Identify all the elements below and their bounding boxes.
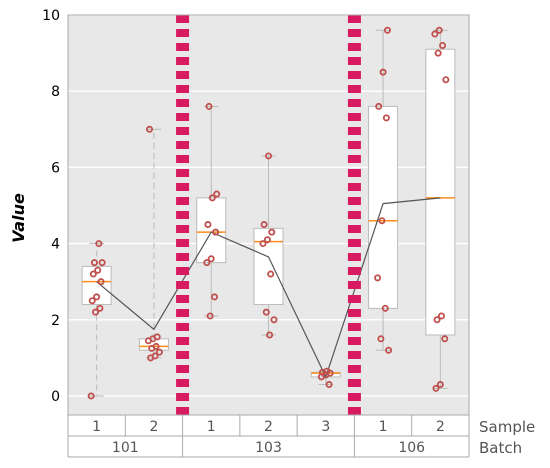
y-tick-label: 10 bbox=[42, 8, 60, 24]
mean-line-layer bbox=[96, 197, 441, 379]
data-point bbox=[208, 194, 216, 202]
data-point bbox=[153, 333, 161, 341]
y-tick-label: 4 bbox=[51, 237, 60, 253]
mean-line bbox=[96, 197, 441, 379]
data-point bbox=[432, 384, 440, 392]
data-point bbox=[379, 68, 387, 76]
data-point bbox=[325, 381, 333, 389]
data-point bbox=[213, 190, 221, 198]
sample-label: 1 bbox=[92, 419, 101, 435]
data-point bbox=[260, 221, 268, 229]
data-point bbox=[155, 348, 163, 356]
data-point bbox=[383, 26, 391, 34]
data-point bbox=[436, 381, 444, 389]
data-point bbox=[96, 304, 104, 312]
plot-border bbox=[67, 14, 470, 416]
sample-label: 2 bbox=[149, 419, 158, 435]
data-point bbox=[94, 266, 102, 274]
data-point bbox=[437, 312, 445, 320]
y-tick-label: 8 bbox=[51, 84, 60, 100]
data-point bbox=[262, 308, 270, 316]
data-point bbox=[146, 125, 154, 133]
sample-level-label: Sample bbox=[479, 418, 535, 436]
data-point bbox=[441, 335, 449, 343]
box-103-sample-1 bbox=[196, 105, 227, 317]
batch-level-label: Batch bbox=[479, 439, 522, 457]
data-point bbox=[433, 316, 441, 324]
data-point bbox=[89, 270, 97, 278]
data-point bbox=[87, 392, 95, 400]
y-axis-label: Value bbox=[9, 193, 28, 243]
data-point bbox=[92, 308, 100, 316]
box-103-sample-2 bbox=[253, 155, 284, 336]
data-point bbox=[323, 367, 331, 375]
y-tick-label: 6 bbox=[51, 160, 60, 176]
batch-separators bbox=[176, 15, 361, 415]
data-point bbox=[442, 76, 450, 84]
batch-label: 106 bbox=[398, 440, 425, 456]
data-point bbox=[212, 228, 220, 236]
sample-label: 2 bbox=[264, 419, 273, 435]
sample-label: 3 bbox=[321, 419, 330, 435]
data-point bbox=[381, 304, 389, 312]
box-body bbox=[253, 227, 284, 306]
data-point bbox=[375, 102, 383, 110]
data-point bbox=[270, 316, 278, 324]
y-tick-label: 2 bbox=[51, 313, 60, 329]
data-point bbox=[98, 259, 106, 267]
data-point bbox=[377, 335, 385, 343]
data-point bbox=[266, 331, 274, 339]
data-point bbox=[259, 240, 267, 248]
data-point bbox=[267, 270, 275, 278]
data-point bbox=[385, 346, 393, 354]
data-points bbox=[87, 26, 450, 400]
sample-label: 1 bbox=[379, 419, 388, 435]
data-point bbox=[434, 49, 442, 57]
data-point bbox=[263, 236, 271, 244]
y-tick-label: 0 bbox=[51, 389, 60, 405]
data-point bbox=[382, 114, 390, 122]
data-point bbox=[378, 217, 386, 225]
data-point bbox=[90, 259, 98, 267]
batch-label: 103 bbox=[255, 440, 282, 456]
data-point bbox=[204, 221, 212, 229]
data-point bbox=[431, 30, 439, 38]
data-point bbox=[211, 293, 219, 301]
data-point bbox=[97, 278, 105, 286]
data-point bbox=[207, 255, 215, 263]
box-106-sample-2 bbox=[425, 29, 456, 389]
data-point bbox=[268, 228, 276, 236]
data-point bbox=[374, 274, 382, 282]
sample-label: 2 bbox=[436, 419, 445, 435]
batch-label: 101 bbox=[112, 440, 139, 456]
data-point bbox=[439, 41, 447, 49]
box-106-sample-1 bbox=[368, 29, 399, 351]
data-point bbox=[93, 293, 101, 301]
data-point bbox=[152, 342, 160, 350]
box-body bbox=[196, 197, 227, 264]
data-point bbox=[205, 102, 213, 110]
data-point bbox=[206, 312, 214, 320]
box-body bbox=[425, 48, 456, 336]
data-point bbox=[151, 352, 159, 360]
data-point bbox=[264, 152, 272, 160]
data-point bbox=[435, 26, 443, 34]
sample-label: 1 bbox=[207, 419, 216, 435]
data-point bbox=[95, 240, 103, 248]
y-axis: 0 2 4 6 8 10 bbox=[42, 8, 60, 405]
box-body bbox=[368, 105, 399, 309]
data-point bbox=[88, 297, 96, 305]
group-axis: 1 2 1 2 3 1 2 101 103 106 Sample Batch bbox=[67, 415, 535, 458]
data-point bbox=[203, 259, 211, 267]
